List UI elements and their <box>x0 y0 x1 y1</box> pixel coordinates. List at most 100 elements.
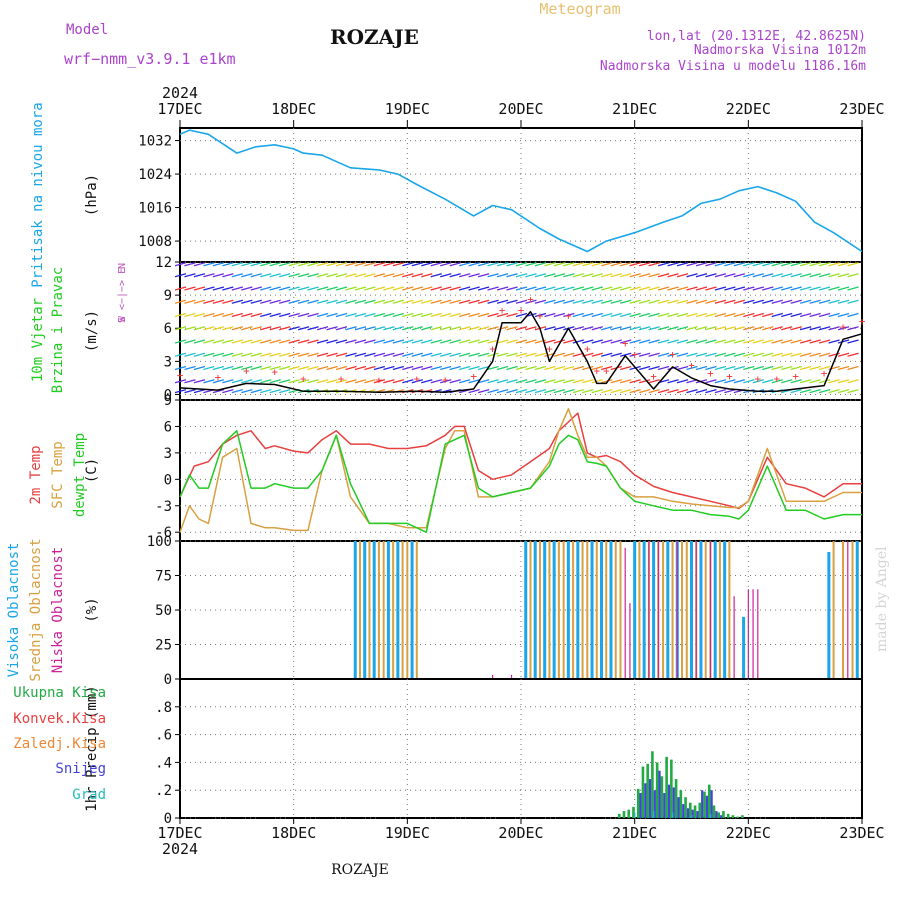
x-tick-label-top: 22DEC <box>726 100 771 118</box>
wind-arrow <box>601 326 613 331</box>
wind-arrow <box>667 379 679 384</box>
wind-arrow <box>686 326 698 331</box>
wind-arrow <box>326 262 338 267</box>
wind-arrow <box>373 312 386 318</box>
wind-arrow <box>487 365 499 371</box>
wind-arrow <box>373 365 386 371</box>
wind-arrow <box>515 365 528 371</box>
wind-arrow <box>345 326 357 331</box>
wind-arrow <box>496 299 509 304</box>
wind-arrow <box>231 273 244 278</box>
wind-arrow <box>790 365 802 371</box>
wind-arrow <box>705 365 717 371</box>
wind-arrow <box>458 286 471 291</box>
wind-arrow <box>799 379 812 384</box>
wind-arrow <box>250 389 262 394</box>
wind-arrow <box>203 286 215 291</box>
wind-arrow <box>373 379 386 384</box>
wind-arrow <box>553 365 566 371</box>
wind-arrow <box>364 365 376 371</box>
wind-arrow <box>714 339 727 344</box>
wind-arrow <box>657 365 670 371</box>
wind-arrow <box>582 326 594 331</box>
wind-arrow <box>468 339 480 344</box>
wind-arrow <box>695 389 708 394</box>
wind-arrow <box>638 312 651 318</box>
wind-arrow <box>449 312 461 318</box>
wind-arrow <box>544 299 556 304</box>
wind-arrow <box>620 286 632 291</box>
wind-arrow <box>752 299 764 304</box>
wind-arrow <box>231 339 244 344</box>
wind-arrow <box>269 365 281 371</box>
wind-arrow <box>506 312 518 318</box>
wind-arrow <box>553 273 566 278</box>
wind-arrow <box>354 365 367 371</box>
wind-arrow <box>193 352 206 357</box>
wind-arrow <box>241 326 253 331</box>
wind-arrow <box>799 312 812 318</box>
wind-arrow <box>449 299 461 304</box>
wind-arrow <box>762 286 774 291</box>
wind-arrow <box>638 365 651 371</box>
wind-arrow <box>714 273 727 278</box>
wind-arrow <box>477 299 490 304</box>
wind-arrow <box>279 339 291 344</box>
wind-arrow <box>847 299 859 304</box>
wind-arrow <box>657 339 670 344</box>
wind-arrow <box>392 273 405 278</box>
wind-arrow <box>724 262 736 267</box>
wind-gust-marker: + <box>669 348 676 361</box>
wind-arrow <box>279 352 291 357</box>
wind-arrow <box>392 299 405 304</box>
x-tick-label-bottom: 20DEC <box>498 824 543 842</box>
wind-arrow <box>544 312 556 318</box>
wind-arrow <box>335 312 348 318</box>
wind-arrow <box>610 389 622 394</box>
wind-arrow <box>572 286 585 291</box>
wind-arrow <box>421 326 433 331</box>
wind-arrow <box>638 339 651 344</box>
wind-arrow <box>629 339 641 344</box>
wind-arrow <box>572 339 585 344</box>
wind-arrow <box>316 379 329 384</box>
wind-arrow <box>601 339 613 344</box>
wind-arrow <box>563 365 575 371</box>
wind-arrow <box>440 326 452 331</box>
wind-arrow <box>572 326 585 331</box>
wind-arrow <box>686 339 698 344</box>
wind-arrow <box>781 339 793 344</box>
wind-arrow <box>553 326 566 331</box>
wind-arrow <box>212 379 225 384</box>
wind-arrow <box>648 365 660 371</box>
wind-arrow <box>714 389 727 394</box>
wind-gust-marker: + <box>338 372 345 385</box>
wind-arrow <box>847 389 859 394</box>
wind-arrow <box>222 339 234 344</box>
wind-gust-marker: + <box>300 372 307 385</box>
wind-arrow <box>354 312 367 318</box>
wind-arrow <box>222 299 234 304</box>
pressure-ylabel: (hPa) <box>84 174 100 216</box>
wind-arrow <box>818 312 831 318</box>
wind-arrow <box>316 312 329 318</box>
wind-arrow <box>667 286 679 291</box>
wind-gust-marker: + <box>413 372 420 385</box>
x-tick-label-top: 19DEC <box>385 100 430 118</box>
wind-arrow <box>345 299 357 304</box>
wind-arrow <box>799 273 812 278</box>
wind-arrow <box>487 352 499 357</box>
wind-arrow <box>752 326 764 331</box>
wind-arrow <box>260 352 272 357</box>
wind-arrow <box>667 299 679 304</box>
wind-arrow <box>354 352 367 357</box>
wind-arrow <box>184 365 196 371</box>
wind-arrow <box>222 273 234 278</box>
wind-arrow <box>790 286 802 291</box>
wind-gust-marker: + <box>631 348 638 361</box>
wind-arrow <box>487 299 499 304</box>
wind-arrow <box>430 286 442 291</box>
wind-arrow <box>222 312 234 318</box>
wind-arrow <box>241 339 253 344</box>
wind-arrow <box>799 389 812 394</box>
